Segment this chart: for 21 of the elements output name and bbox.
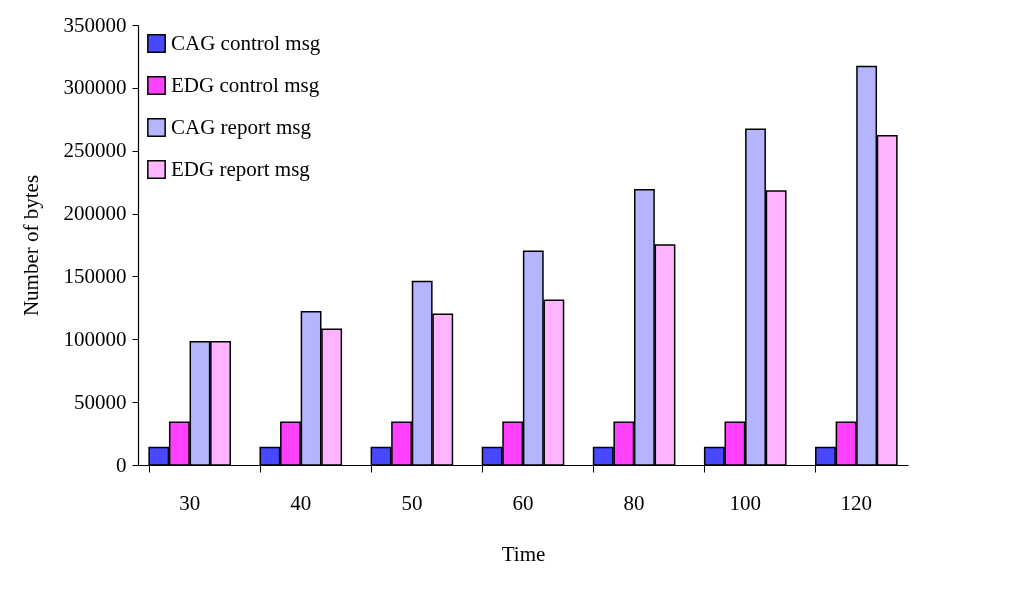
y-tick-label: 50000 [74, 389, 127, 414]
x-tick-label: 120 [840, 490, 873, 515]
legend-label: CAG control msg [171, 30, 321, 55]
x-tick-label: 50 [401, 490, 423, 515]
y-tick-label: 350000 [63, 12, 127, 37]
x-tick-label: 30 [179, 490, 201, 515]
y-tick-label: 150000 [63, 263, 127, 288]
x-tick-label: 40 [290, 490, 312, 515]
y-tick-label: 250000 [63, 138, 127, 163]
y-axis-title: Number of bytes [18, 174, 43, 317]
legend-label: CAG report msg [171, 114, 312, 139]
legend-label: EDG report msg [171, 156, 311, 181]
y-tick-label: 0 [116, 452, 127, 477]
legend-label: EDG control msg [171, 72, 320, 97]
y-tick-label: 200000 [63, 201, 127, 226]
y-tick-label: 100000 [63, 326, 127, 351]
x-tick-label: 100 [729, 490, 761, 515]
y-tick-label: 300000 [63, 75, 127, 100]
x-axis-title: Time [501, 541, 546, 566]
x-tick-label: 60 [512, 490, 534, 515]
x-tick-label: 80 [623, 490, 645, 515]
